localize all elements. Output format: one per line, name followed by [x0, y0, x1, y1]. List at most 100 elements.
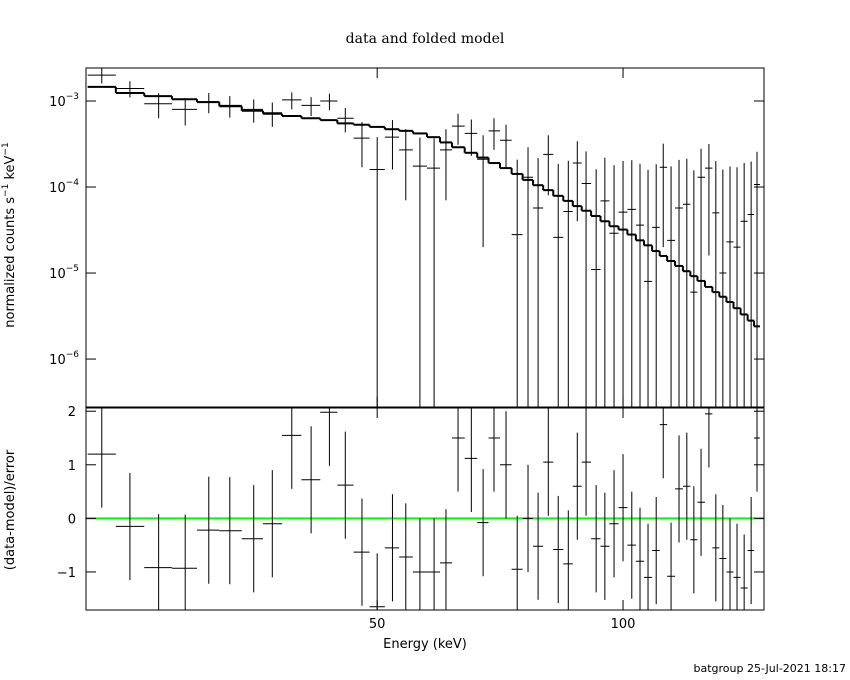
data-point — [690, 170, 698, 407]
data-point — [581, 151, 592, 407]
residual-point — [591, 485, 601, 593]
residual-point — [581, 408, 592, 516]
data-point — [726, 166, 734, 407]
data-point — [301, 97, 321, 116]
residual-point — [712, 494, 720, 602]
data-point — [263, 102, 283, 127]
data-point — [563, 160, 573, 407]
residual-point — [563, 510, 573, 610]
residual-frame — [85, 407, 765, 611]
data-point — [500, 124, 512, 168]
residual-point — [740, 534, 748, 610]
residual-point — [337, 431, 354, 539]
data-point — [488, 118, 501, 150]
y-tick-exp: −6 — [66, 350, 80, 360]
residual-point — [600, 492, 610, 600]
residual-point — [522, 464, 534, 572]
residual-point — [464, 408, 478, 512]
residual-point — [263, 470, 283, 578]
residual-point — [618, 454, 628, 562]
residual-point — [511, 515, 523, 610]
x-tick-label: 100 — [611, 617, 636, 632]
y-tick-exp: −4 — [66, 178, 80, 188]
residual-panel — [86, 408, 764, 610]
residual-point — [627, 491, 636, 599]
data-point — [659, 143, 668, 248]
residual-point — [440, 509, 453, 610]
y-tick-label: 10−4 — [49, 178, 79, 196]
y-tick-label: −1 — [57, 566, 76, 581]
residual-point — [87, 408, 116, 508]
y-tick-base: 10 — [49, 95, 66, 110]
residual-point — [652, 496, 660, 605]
residual-point — [704, 408, 713, 468]
y-tick-label: 10−5 — [49, 264, 79, 282]
x-tick-label: 50 — [369, 617, 386, 632]
chart-title: data and folded model — [346, 31, 505, 47]
y-label-part: normalized counts s — [3, 197, 18, 328]
residual-point — [553, 495, 564, 604]
residual-point — [488, 408, 501, 492]
residual-point — [533, 492, 544, 600]
data-point — [635, 163, 645, 407]
y-tick-label: 10−3 — [49, 92, 79, 110]
data-point — [477, 135, 489, 248]
y-tick-base: 10 — [49, 267, 66, 282]
residual-point — [477, 469, 489, 577]
residual-point — [282, 408, 302, 489]
data-point — [543, 135, 554, 196]
data-point — [712, 161, 720, 407]
data-point — [369, 137, 385, 407]
data-point — [87, 68, 116, 84]
residual-point — [144, 514, 172, 610]
data-point — [609, 165, 619, 407]
residual-point — [320, 408, 338, 466]
residual-point — [726, 518, 734, 610]
residual-point — [667, 522, 676, 610]
residual-point — [697, 448, 705, 556]
y-tick-exp: −5 — [66, 264, 79, 274]
data-point — [171, 98, 197, 126]
y-tick-label: 0 — [68, 512, 76, 527]
footer: batgroup 25-Jul-2021 18:17 — [694, 662, 847, 675]
data-point — [553, 163, 564, 407]
y-tick-exp: −3 — [66, 92, 79, 102]
data-point — [440, 129, 453, 201]
residual-point — [733, 523, 741, 610]
y-tick-base: 10 — [49, 353, 66, 368]
residual-point — [412, 518, 427, 610]
data-point — [719, 169, 727, 407]
data-point — [399, 129, 413, 201]
data-point — [652, 164, 660, 407]
y-label-exp: −1 — [1, 142, 11, 155]
data-point — [697, 148, 705, 407]
data-point — [747, 161, 755, 407]
residual-point — [452, 408, 465, 492]
y-label-exp: −1 — [1, 184, 11, 197]
data-point — [533, 158, 544, 407]
residual-y-axis-label: (data-model)/error — [3, 449, 18, 570]
residual-point — [219, 477, 242, 585]
residual-point — [609, 470, 619, 578]
data-point — [452, 113, 465, 145]
data-point — [591, 169, 601, 407]
residual-point — [196, 476, 220, 584]
data-point — [704, 144, 713, 256]
data-point — [115, 81, 145, 98]
residual-point — [659, 408, 668, 479]
data-point — [618, 160, 628, 407]
data-point — [337, 107, 354, 133]
residual-point — [635, 507, 645, 610]
data-point — [320, 93, 338, 111]
data-point — [219, 96, 242, 118]
residual-point — [171, 514, 197, 610]
data-point — [353, 122, 370, 168]
data-point — [241, 99, 264, 123]
x-axis-label: Energy (keV) — [383, 637, 467, 652]
residual-point — [426, 518, 441, 610]
data-point — [522, 147, 534, 407]
residual-point — [384, 494, 400, 602]
data-point — [384, 120, 400, 170]
